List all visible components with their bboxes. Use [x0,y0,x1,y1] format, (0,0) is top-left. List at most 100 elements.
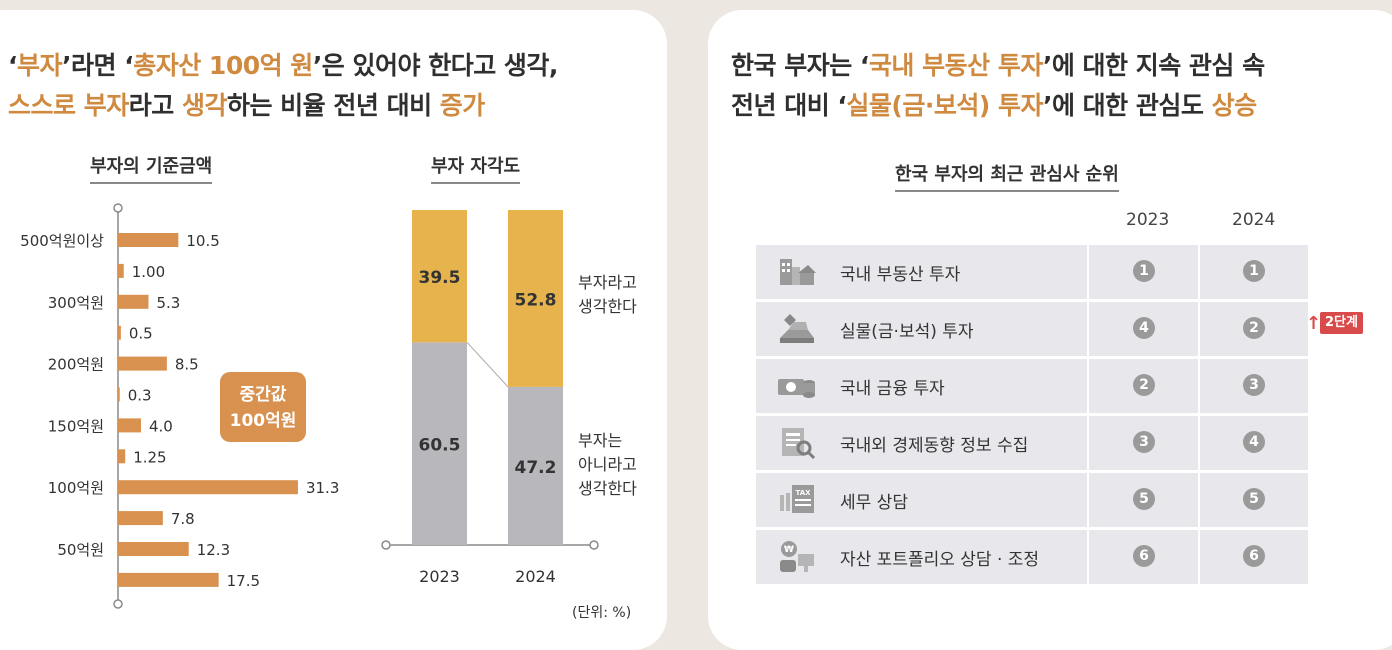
year-header-2023: 2023 [1126,210,1170,230]
bar-chart-title: 부자의 기준금액 [90,152,213,184]
bar-value-label: 10.5 [186,232,219,250]
axis-end-marker [113,599,123,609]
right-headline-segment: 상승 [1211,91,1258,120]
left-headline-line1: ‘부자’라면 ‘총자산 100억 원’은 있어야 한다고 생각, [8,46,558,86]
gold-bar-icon [776,312,816,346]
stacked-series-label: 부자라고 [578,273,637,292]
stacked-series-label: 부자는 [578,431,622,450]
left-charts: 10.5 500억원이상 1.00 5.3 300억원 0.5 8.5 200억원 0.3 4.0… [20,203,637,621]
axis-end-marker [113,203,123,213]
bar [118,233,179,247]
row-background [756,416,1087,470]
bar-value-label: 1.25 [133,448,166,466]
bar-value-label: 12.3 [197,541,230,559]
bar-category-label: 500억원이상 [20,232,104,250]
stacked-value-label: 52.8 [515,290,557,310]
left-headline-segment: ’라면 ‘ [62,51,134,80]
median-annotation-text: 100억원 [230,411,297,431]
ranking-row-label: 자산 포트폴리오 상담 · 조정 [840,550,1040,570]
bar-value-label: 31.3 [306,479,339,497]
news-icon [776,426,816,460]
rank-change-badge: 2단계 [1320,312,1363,334]
right-panel: 한국 부자는 ‘국내 부동산 투자’에 대한 지속 관심 속 전년 대비 ‘실물… [708,10,1392,650]
right-headline-segment: ’에 대한 관심도 [1042,91,1212,120]
left-headline-segment: 라고 [128,91,182,120]
ranking-table: 국내 부동산 투자 1 1 실물(금·보석) 투자 4 2 국내 금융 투자 2 3 국내외 경제… [756,245,1323,587]
bar [118,480,298,495]
bar-value-label: 8.5 [175,356,199,374]
rank-2024: 6 [1243,545,1265,567]
rank-2023: 6 [1133,545,1155,567]
bar-value-label: 0.5 [129,325,153,343]
stacked-category-label: 2024 [515,567,556,586]
bar [118,542,189,556]
stacked-value-label: 39.5 [419,268,461,288]
left-headline-segment: ’은 있어야 한다고 생각, [312,51,559,80]
left-headline-segment: ‘ [8,51,18,80]
rank-2023: 3 [1133,431,1155,453]
rank-2023: 4 [1133,317,1155,339]
bar-category-label: 200억원 [48,356,104,374]
stacked-series-label: 아니라고 [578,455,637,474]
year-header-2024: 2024 [1232,210,1276,230]
tax-icon: TAX [776,483,816,517]
rank-2024: 4 [1243,431,1265,453]
bar-category-label: 50억원 [57,541,104,559]
bar-value-label: 17.5 [227,572,260,590]
left-headline-segment: 생각 [181,91,228,120]
ranking-row: 국내 금융 투자 2 3 [756,359,1323,413]
stacked-bar-segment [508,210,563,387]
svg-text:₩: ₩ [784,545,794,555]
up-arrow-icon: ↑ [1306,313,1322,334]
building-icon [776,255,816,289]
rank-2024: 3 [1243,374,1265,396]
bar [118,449,126,464]
bar-category-label: 150억원 [48,417,104,435]
bar-category-label: 300억원 [48,294,104,312]
bar-value-label: 7.8 [171,510,195,528]
left-headline-segment: 증가 [439,91,486,120]
left-headline-segment: 부자 [17,51,63,80]
left-headline-segment: 하는 비율 전년 대비 [226,91,440,120]
rank-2023: 5 [1133,488,1155,510]
bar [118,511,163,526]
bar-value-label: 5.3 [156,294,180,312]
bar [118,325,121,340]
bar [118,356,167,371]
ranking-row: 국내 부동산 투자 1 1 [756,245,1323,299]
stacked-chart-title: 부자 자각도 [431,152,521,184]
stacked-bar-segment [412,342,467,545]
right-headline-segment: 전년 대비 ‘ [731,91,847,120]
ranking-row: ₩ 자산 포트폴리오 상담 · 조정 6 6 [756,530,1323,584]
money-icon [776,369,816,403]
left-headline-line2: 스스로 부자라고 생각하는 비율 전년 대비 증가 [8,86,485,126]
right-headline-segment: 실물(금·보석) 투자 [846,91,1043,120]
ranking-row: 국내외 경제동향 정보 수집 3 4 [756,416,1323,470]
stacked-series-label: 생각한다 [578,479,637,498]
bar-value-label: 1.00 [132,263,165,281]
right-headline-line2: 전년 대비 ‘실물(금·보석) 투자’에 대한 관심도 상승 [731,86,1257,126]
right-headline-segment: 한국 부자는 ‘ [731,51,869,80]
rank-2024: 5 [1243,488,1265,510]
bar-category-label: 100억원 [48,479,104,497]
ranking-table-title: 한국 부자의 최근 관심사 순위 [895,160,1119,192]
median-annotation-box [220,372,306,442]
axis-end-marker [381,540,391,550]
bar [118,387,120,402]
bar [118,294,149,309]
bar [118,572,219,587]
ranking-row-label: 국내 부동산 투자 [840,265,961,285]
stacked-value-label: 60.5 [419,436,461,456]
stacked-bar-segment [508,386,563,545]
ranking-row-label: 국내외 경제동향 정보 수집 [840,436,1029,456]
svg-text:TAX: TAX [795,489,811,497]
median-annotation-text: 중간값 [240,385,287,405]
rank-2023: 2 [1133,374,1155,396]
row-background [756,302,1087,356]
bar [118,418,141,433]
rank-2023: 1 [1133,260,1155,282]
axis-end-marker [589,540,599,550]
rank-2024: 1 [1243,260,1265,282]
right-headline-segment: 국내 부동산 투자 [868,51,1043,80]
right-headline-segment: ’에 대한 지속 관심 속 [1042,51,1265,80]
